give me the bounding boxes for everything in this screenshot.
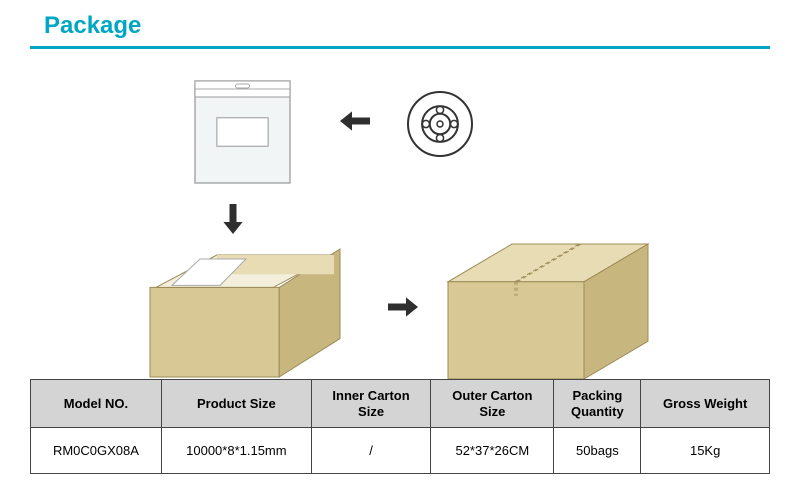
col-header-3: Outer CartonSize: [431, 380, 554, 428]
flow-arrow: [340, 111, 370, 130]
section-title: Package: [0, 0, 800, 46]
reel-icon: [408, 92, 472, 156]
bag-icon: [195, 81, 290, 183]
cell-3: 52*37*26CM: [431, 428, 554, 474]
col-header-2: Inner CartonSize: [311, 380, 430, 428]
package-spec-table: Model NO.Product SizeInner CartonSizeOut…: [30, 379, 770, 474]
flow-arrow: [223, 204, 242, 234]
closed-box-icon: [448, 244, 648, 379]
col-header-0: Model NO.: [31, 380, 162, 428]
flow-arrow: [388, 297, 418, 316]
cell-5: 15Kg: [641, 428, 770, 474]
packaging-flow-diagram: [30, 49, 770, 379]
cell-0: RM0C0GX08A: [31, 428, 162, 474]
col-header-4: PackingQuantity: [554, 380, 641, 428]
cell-2: /: [311, 428, 430, 474]
cell-4: 50bags: [554, 428, 641, 474]
cell-1: 10000*8*1.15mm: [161, 428, 311, 474]
open-box-icon: [150, 249, 340, 377]
col-header-1: Product Size: [161, 380, 311, 428]
col-header-5: Gross Weight: [641, 380, 770, 428]
